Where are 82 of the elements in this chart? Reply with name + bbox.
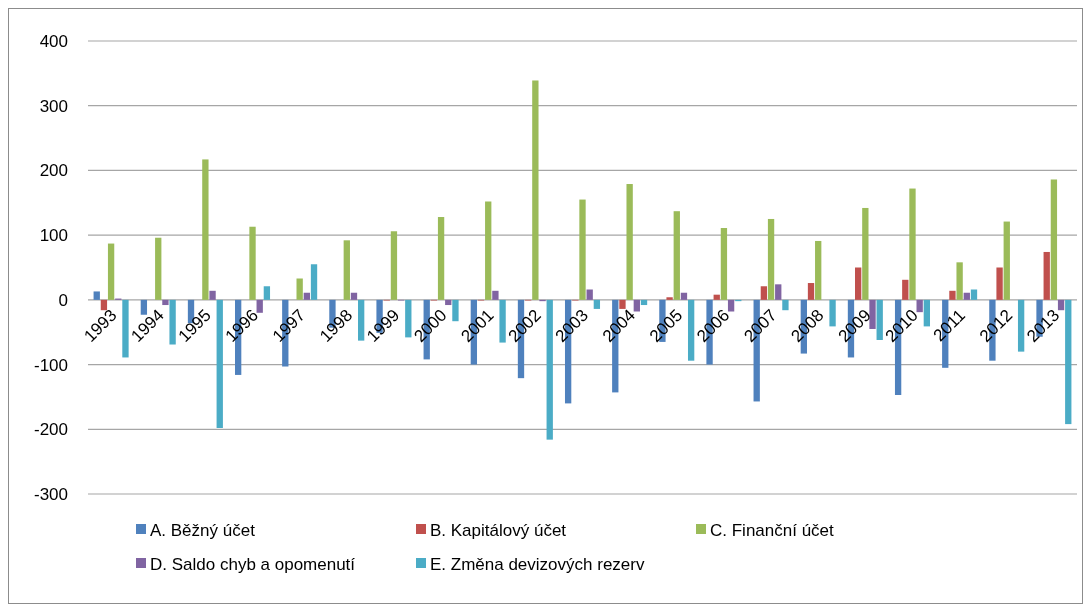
bar <box>249 226 256 300</box>
bar <box>727 299 735 312</box>
bar <box>499 299 506 343</box>
y-tick-label: 300 <box>39 96 68 116</box>
bar <box>782 299 789 311</box>
bar <box>666 297 673 300</box>
bar <box>1057 299 1065 311</box>
bar <box>815 240 822 300</box>
bar <box>956 262 963 300</box>
bar <box>256 299 263 313</box>
bar <box>902 279 909 300</box>
y-tick-label: 100 <box>39 226 68 246</box>
bar <box>445 299 452 306</box>
bar <box>640 299 648 306</box>
bar <box>202 159 209 300</box>
bar <box>263 286 271 300</box>
bar <box>909 188 916 300</box>
bar <box>390 231 398 300</box>
bar <box>713 294 720 300</box>
bar <box>303 292 310 300</box>
bar <box>876 299 883 340</box>
bar <box>626 184 633 300</box>
bar <box>209 290 216 300</box>
bar <box>586 289 593 300</box>
bar <box>579 199 586 300</box>
bar <box>162 299 169 306</box>
bar <box>633 299 640 312</box>
bar <box>350 292 358 300</box>
bar <box>492 290 499 300</box>
bar <box>1003 221 1010 300</box>
bar <box>760 286 768 300</box>
legend-label: D. Saldo chyb a opomenutí <box>150 554 356 574</box>
bar <box>775 284 782 300</box>
bar <box>963 292 970 300</box>
bar <box>296 278 303 300</box>
bar <box>862 207 869 300</box>
legend-label: A. Běžný účet <box>150 520 256 540</box>
legend-label: E. Změna devizových rezerv <box>430 554 645 574</box>
bar <box>687 299 695 361</box>
bar <box>996 267 1003 300</box>
bar <box>673 211 680 300</box>
bar <box>767 218 775 300</box>
y-tick-label: -100 <box>33 355 68 375</box>
bar <box>437 217 445 300</box>
bar <box>807 283 815 300</box>
legend-label: B. Kapitálový účet <box>430 520 567 540</box>
bar <box>343 240 350 300</box>
legend-label: C. Finanční účet <box>710 520 835 540</box>
bar <box>93 291 100 300</box>
bar <box>1050 179 1058 300</box>
bar <box>869 299 876 329</box>
bar <box>1017 299 1025 352</box>
bar <box>532 80 539 300</box>
bar <box>916 299 923 313</box>
bar <box>593 299 601 309</box>
y-tick-label: 200 <box>39 161 68 181</box>
bar <box>1065 299 1072 425</box>
bar <box>358 299 365 341</box>
y-tick-label: -200 <box>33 420 68 440</box>
bar <box>546 299 553 440</box>
bar <box>485 201 492 300</box>
bar <box>452 299 459 322</box>
y-tick-label: -300 <box>33 484 68 504</box>
bar <box>216 299 223 428</box>
bar <box>829 299 836 327</box>
y-tick-label: 400 <box>39 31 68 51</box>
bar <box>1043 251 1050 300</box>
bar <box>949 290 956 300</box>
bar <box>970 289 978 300</box>
bar <box>100 299 108 311</box>
bar <box>855 267 862 300</box>
bar <box>122 299 129 358</box>
bar <box>155 237 162 300</box>
bar <box>720 228 728 300</box>
bar <box>405 299 412 338</box>
bar <box>680 292 688 300</box>
bar <box>310 264 318 300</box>
bar <box>923 299 930 327</box>
bar <box>619 299 626 309</box>
bar <box>107 243 115 300</box>
y-tick-label: 0 <box>58 290 68 310</box>
bar <box>169 299 176 345</box>
